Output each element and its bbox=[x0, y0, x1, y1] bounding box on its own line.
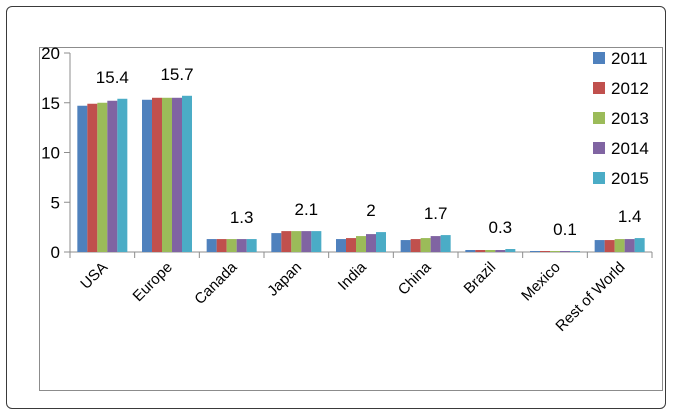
bar bbox=[560, 251, 570, 252]
data-label: 2.1 bbox=[295, 200, 319, 219]
bar bbox=[614, 239, 625, 252]
bar bbox=[485, 250, 496, 252]
bar bbox=[505, 249, 516, 252]
bar bbox=[465, 250, 476, 252]
bar bbox=[172, 97, 182, 253]
category-label: Mexico bbox=[518, 259, 564, 305]
bar bbox=[356, 236, 366, 252]
bar bbox=[475, 250, 486, 252]
bar bbox=[107, 100, 118, 252]
bar bbox=[634, 238, 645, 252]
bar bbox=[117, 98, 128, 253]
category-label: Rest of World bbox=[552, 259, 628, 335]
bar bbox=[440, 235, 451, 252]
y-tick-label: 5 bbox=[51, 193, 60, 212]
category-label: Brazil bbox=[461, 259, 500, 298]
bar bbox=[346, 238, 356, 252]
legend-label: 2012 bbox=[611, 79, 649, 98]
bar bbox=[236, 239, 247, 252]
category-label: China bbox=[395, 258, 435, 298]
data-label: 0.1 bbox=[553, 220, 577, 239]
y-tick-label: 15 bbox=[41, 94, 60, 113]
y-tick-label: 10 bbox=[41, 144, 60, 163]
bar bbox=[376, 232, 386, 252]
legend-swatch bbox=[593, 172, 605, 184]
bar bbox=[336, 239, 346, 252]
bar bbox=[246, 239, 257, 252]
bar bbox=[152, 97, 162, 253]
bar bbox=[281, 231, 292, 252]
bar bbox=[624, 239, 635, 252]
category-label: Japan bbox=[264, 259, 305, 300]
data-label: 15.7 bbox=[160, 65, 193, 84]
legend-label: 2014 bbox=[611, 139, 649, 158]
bar bbox=[162, 97, 172, 253]
bar bbox=[530, 251, 540, 252]
bar bbox=[97, 102, 108, 252]
y-tick-label: 20 bbox=[41, 44, 60, 63]
category-label: India bbox=[335, 258, 370, 293]
legend-swatch bbox=[593, 52, 605, 64]
bar bbox=[87, 103, 98, 253]
data-label: 15.4 bbox=[96, 68, 129, 87]
data-label: 2 bbox=[366, 201, 375, 220]
bar bbox=[570, 251, 580, 252]
bar bbox=[311, 231, 322, 252]
bar bbox=[366, 234, 376, 252]
bar bbox=[540, 251, 550, 252]
bar bbox=[206, 239, 217, 252]
bar bbox=[77, 105, 88, 252]
bar bbox=[271, 233, 282, 252]
chart-legend: 2011 2012 2013 2014 2015 bbox=[593, 49, 649, 188]
bar bbox=[410, 239, 421, 252]
legend-label: 2013 bbox=[611, 109, 649, 128]
bar bbox=[495, 250, 506, 252]
legend-swatch bbox=[593, 142, 605, 154]
data-label: 1.4 bbox=[618, 207, 642, 226]
bar bbox=[216, 239, 227, 252]
chart-bars bbox=[77, 95, 645, 253]
bar bbox=[604, 240, 615, 252]
bar bbox=[420, 238, 431, 252]
legend-swatch bbox=[593, 82, 605, 94]
legend-swatch bbox=[593, 112, 605, 124]
bar bbox=[301, 231, 312, 252]
bar bbox=[182, 95, 192, 252]
legend-label: 2011 bbox=[611, 49, 648, 68]
bar bbox=[550, 251, 560, 252]
category-label: Europe bbox=[130, 259, 176, 305]
data-label: 1.3 bbox=[230, 208, 254, 227]
legend-label: 2015 bbox=[611, 169, 649, 188]
bar bbox=[400, 240, 411, 252]
y-tick-label: 0 bbox=[51, 243, 60, 262]
data-label: 0.3 bbox=[489, 218, 513, 237]
bar bbox=[594, 240, 605, 252]
bar bbox=[291, 231, 302, 252]
bar bbox=[226, 239, 237, 252]
category-label: USA bbox=[77, 259, 111, 293]
bar bbox=[430, 236, 441, 252]
bar bbox=[142, 99, 152, 252]
category-label: Canada bbox=[191, 258, 241, 308]
data-label: 1.7 bbox=[424, 204, 448, 223]
